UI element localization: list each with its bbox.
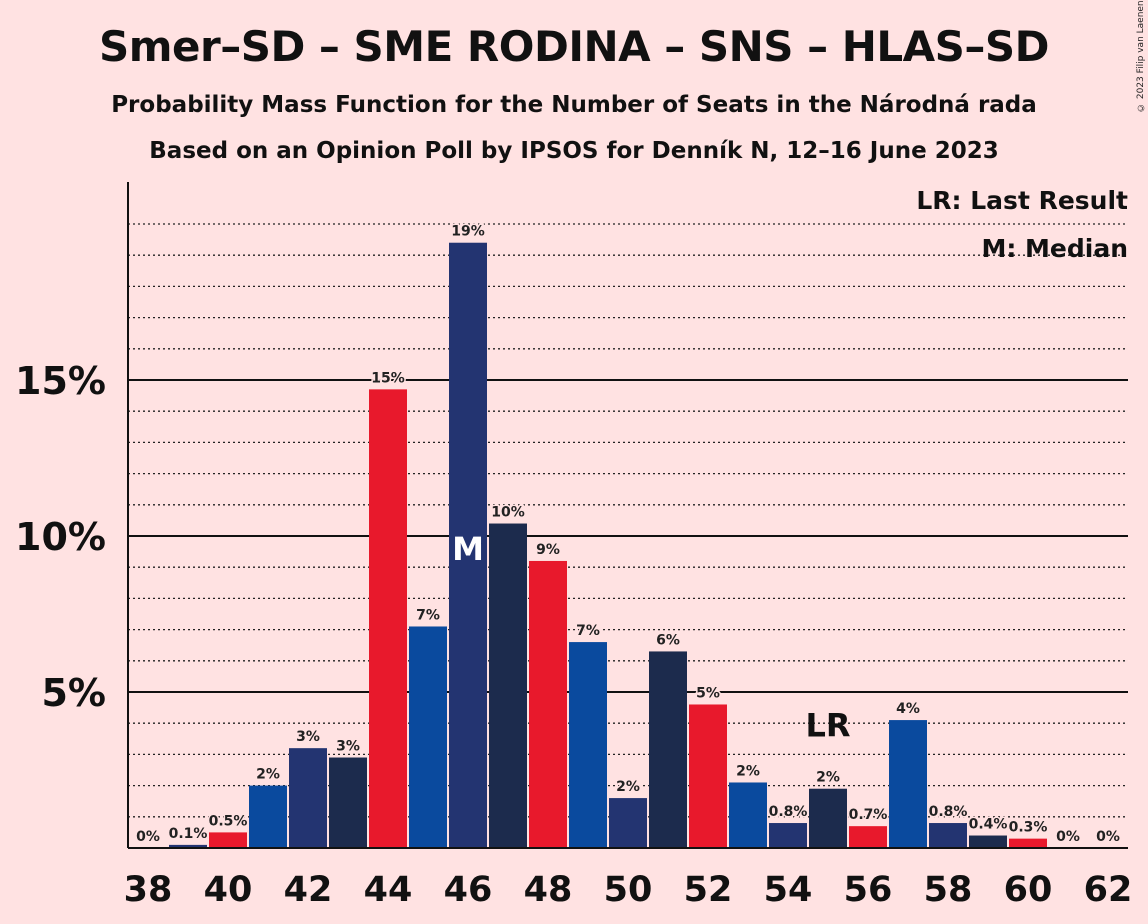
bar-seat-47 <box>489 523 527 848</box>
x-tick-label: 46 <box>444 870 493 910</box>
bar-value-label: 0.4% <box>969 817 1008 833</box>
bar-value-label: 0.7% <box>849 807 888 823</box>
last-result-marker: LR <box>805 707 850 745</box>
bar-seat-57 <box>889 720 927 848</box>
bar-value-label: 6% <box>656 632 680 648</box>
bar-seat-51 <box>649 651 687 848</box>
bar-seat-44 <box>369 389 407 848</box>
bar-value-label: 19% <box>451 224 485 240</box>
x-tick-label: 48 <box>524 870 573 910</box>
x-tick-label: 52 <box>684 870 733 910</box>
bar-seat-40 <box>209 832 247 848</box>
bar-seat-50 <box>609 798 647 848</box>
bar-seat-59 <box>969 835 1007 848</box>
bar-value-label: 0.8% <box>929 804 968 820</box>
x-tick-label: 60 <box>1004 870 1053 910</box>
bar-value-label: 9% <box>536 542 560 558</box>
x-tick-label: 42 <box>284 870 333 910</box>
bar-seat-56 <box>849 826 887 848</box>
chart-subtitle: Probability Mass Function for the Number… <box>111 92 1037 118</box>
bar-value-label: 4% <box>896 701 920 717</box>
bar-value-label: 0.1% <box>169 826 208 842</box>
bar-seat-58 <box>929 823 967 848</box>
median-marker: M <box>452 530 484 568</box>
bar-value-label: 0.5% <box>209 813 248 829</box>
bar-seat-55 <box>809 788 847 848</box>
bar-value-label: 2% <box>816 770 840 786</box>
bar-value-label: 5% <box>696 685 720 701</box>
x-tick-label: 40 <box>204 870 253 910</box>
legend-last-result: LR: Last Result <box>916 186 1128 215</box>
x-tick-label: 38 <box>124 870 173 910</box>
bar-seat-54 <box>769 823 807 848</box>
bar-seat-43 <box>329 757 367 848</box>
y-tick-label: 5% <box>41 671 106 715</box>
bar-value-label: 0% <box>136 829 160 845</box>
bar-seat-39 <box>169 844 207 848</box>
bar-value-label: 10% <box>491 505 525 521</box>
bar-value-label: 7% <box>416 607 440 623</box>
y-tick-label: 15% <box>15 359 106 403</box>
bar-value-label: 0.3% <box>1009 820 1048 836</box>
bar-value-label: 0% <box>1096 829 1120 845</box>
bar-seat-48 <box>529 560 567 848</box>
bar-seat-42 <box>289 748 327 848</box>
x-tick-label: 44 <box>364 870 413 910</box>
legend-median: M: Median <box>981 234 1128 263</box>
bar-value-label: 15% <box>371 370 405 386</box>
bar-seat-49 <box>569 642 607 848</box>
bar-value-label: 0% <box>1056 829 1080 845</box>
x-tick-label: 58 <box>924 870 973 910</box>
bar-seat-53 <box>729 782 767 848</box>
bar-seat-46 <box>449 242 487 849</box>
chart-source-line: Based on an Opinion Poll by IPSOS for De… <box>149 138 999 164</box>
y-tick-label: 10% <box>15 515 106 559</box>
bar-value-label: 3% <box>296 729 320 745</box>
bar-seat-45 <box>409 626 447 848</box>
x-tick-label: 54 <box>764 870 813 910</box>
chart-title: Smer–SD – SME RODINA – SNS – HLAS–SD <box>98 22 1050 71</box>
bar-value-label: 2% <box>736 763 760 779</box>
bar-value-label: 7% <box>576 623 600 639</box>
bar-value-label: 2% <box>256 767 280 783</box>
x-tick-label: 62 <box>1084 870 1133 910</box>
bar-value-label: 3% <box>336 739 360 755</box>
bar-value-label: 2% <box>616 779 640 795</box>
x-tick-label: 50 <box>604 870 653 910</box>
bar-seat-60 <box>1009 838 1047 848</box>
x-tick-label: 56 <box>844 870 893 910</box>
bar-value-label: 0.8% <box>769 804 808 820</box>
bar-seat-52 <box>689 704 727 848</box>
bar-seat-41 <box>249 785 287 848</box>
